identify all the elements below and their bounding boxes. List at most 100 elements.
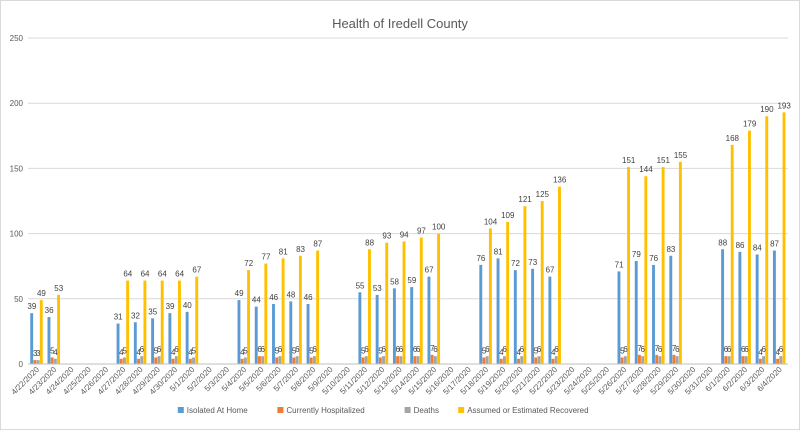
bar <box>517 358 520 364</box>
data-label: 6 <box>727 345 732 354</box>
legend-swatch <box>404 407 411 413</box>
bar <box>261 356 265 364</box>
y-tick-label: 50 <box>14 295 23 304</box>
bar <box>123 357 126 364</box>
bar <box>744 356 748 364</box>
bar <box>392 288 396 364</box>
bar <box>748 130 751 364</box>
bar <box>724 356 728 364</box>
bar <box>140 356 144 364</box>
legend: Isolated At Home Currently Hospitalized De… <box>177 406 589 415</box>
data-label: 5 <box>275 346 280 355</box>
data-label: 64 <box>175 270 184 279</box>
data-label: 86 <box>736 241 745 250</box>
bar <box>358 292 362 364</box>
bar <box>482 357 486 364</box>
data-label: 109 <box>501 211 515 220</box>
bar <box>30 313 34 364</box>
bar <box>292 357 296 364</box>
data-label: 6 <box>433 345 438 354</box>
data-label: 6 <box>641 345 646 354</box>
data-label: 64 <box>158 270 167 279</box>
bar <box>174 356 178 364</box>
bar <box>275 357 279 364</box>
bar <box>192 357 195 364</box>
data-label: 5 <box>50 346 55 355</box>
bar <box>160 280 164 364</box>
bar <box>537 356 541 364</box>
bar <box>661 167 665 364</box>
bar <box>361 357 365 364</box>
data-label: 77 <box>262 253 271 262</box>
data-label: 125 <box>536 190 550 199</box>
bar <box>33 360 37 364</box>
bar <box>548 276 552 364</box>
data-label: 6 <box>537 345 542 354</box>
bar <box>378 357 382 364</box>
bar <box>278 356 282 364</box>
data-label: 49 <box>37 289 46 298</box>
data-label: 83 <box>666 245 675 254</box>
bar <box>396 356 400 364</box>
data-label: 6 <box>396 345 401 354</box>
bar <box>289 301 293 364</box>
bar <box>675 356 679 364</box>
bar <box>313 356 316 364</box>
legend-label: Isolated At Home <box>187 406 248 415</box>
bar <box>721 249 725 364</box>
data-label: 6 <box>554 345 559 354</box>
data-label: 59 <box>407 276 416 285</box>
data-label: 7 <box>430 344 435 353</box>
data-label: 5 <box>191 346 196 355</box>
data-label: 6 <box>261 345 266 354</box>
data-label: 5 <box>482 346 487 355</box>
bar <box>678 161 682 364</box>
data-label: 179 <box>743 120 757 129</box>
bar <box>416 356 420 364</box>
data-label: 121 <box>518 195 532 204</box>
bar <box>658 356 662 364</box>
data-label: 155 <box>674 151 688 160</box>
data-label: 4 <box>119 348 124 357</box>
gridlines <box>28 37 788 300</box>
bar <box>375 294 379 364</box>
bar <box>776 358 780 364</box>
bar <box>513 270 517 364</box>
data-label: 4 <box>136 348 141 357</box>
data-label: 84 <box>753 243 762 252</box>
data-label: 7 <box>655 344 660 353</box>
bar <box>402 241 406 364</box>
data-label: 46 <box>269 293 278 302</box>
y-tick-label: 200 <box>10 99 24 108</box>
bar <box>433 356 437 364</box>
bar <box>558 186 561 364</box>
bar <box>644 176 648 364</box>
data-label: 5 <box>122 346 127 355</box>
bar <box>247 270 251 364</box>
bar <box>50 357 54 364</box>
data-label: 193 <box>777 101 791 110</box>
data-label: 4 <box>53 348 58 357</box>
data-label: 49 <box>235 289 244 298</box>
data-label: 4 <box>188 348 193 357</box>
bar <box>503 356 506 364</box>
data-labels: 3933493654533145643246643556643946644045… <box>27 101 791 358</box>
data-label: 6 <box>416 345 421 354</box>
bar <box>741 356 745 364</box>
bar <box>53 358 57 364</box>
bar <box>627 167 631 364</box>
data-label: 3 <box>36 349 41 358</box>
legend-label: Currently Hospitalized <box>286 406 364 415</box>
bars <box>30 112 786 365</box>
bar <box>185 311 189 364</box>
data-label: 93 <box>382 232 391 241</box>
data-label: 104 <box>484 217 498 226</box>
data-label: 81 <box>279 247 288 256</box>
data-label: 6 <box>623 345 628 354</box>
bar <box>479 264 483 364</box>
data-label: 87 <box>313 240 322 249</box>
bar <box>755 254 759 364</box>
legend-label: Assumed or Estimated Recovered <box>467 406 588 415</box>
bar <box>485 356 489 364</box>
data-label: 5 <box>154 346 159 355</box>
